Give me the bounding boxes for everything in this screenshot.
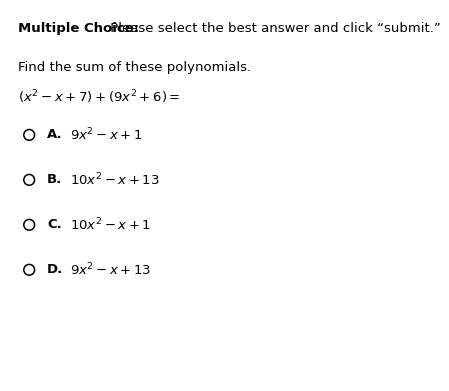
Text: $(x^2 - x + 7) + (9x^2 + 6) =$: $(x^2 - x + 7) + (9x^2 + 6) =$	[18, 88, 180, 106]
Text: A.: A.	[47, 128, 63, 142]
Text: Please select the best answer and click “submit.”: Please select the best answer and click …	[106, 22, 440, 34]
Text: Find the sum of these polynomials.: Find the sum of these polynomials.	[18, 61, 251, 74]
Text: $9x^2 - x + 13$: $9x^2 - x + 13$	[70, 262, 151, 278]
Text: $10x^2 - x + 13$: $10x^2 - x + 13$	[70, 172, 159, 188]
Text: Multiple Choice:: Multiple Choice:	[18, 22, 139, 34]
Text: B.: B.	[47, 173, 62, 187]
Text: C.: C.	[47, 218, 62, 231]
Text: D.: D.	[47, 263, 63, 276]
Text: $10x^2 - x + 1$: $10x^2 - x + 1$	[70, 217, 151, 233]
Text: $9x^2 - x + 1$: $9x^2 - x + 1$	[70, 127, 142, 143]
